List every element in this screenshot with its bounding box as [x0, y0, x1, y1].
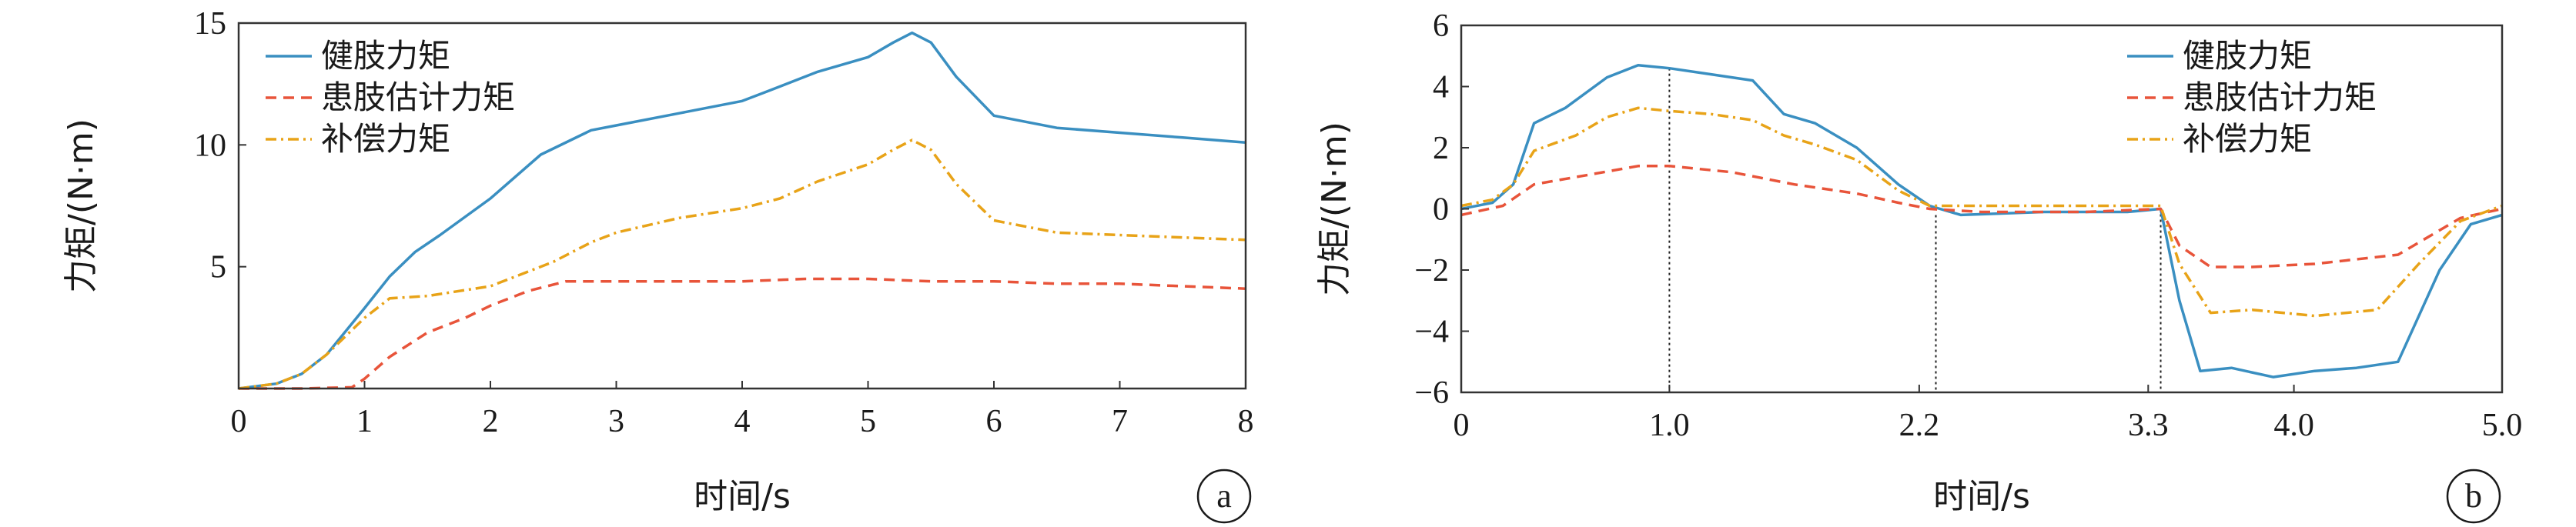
y-ticks: 5 10 15 — [194, 6, 246, 285]
series-line-2 — [1460, 106, 2503, 318]
x-tick-label: 2.2 — [1899, 408, 1940, 443]
x-tick-label: 6 — [986, 404, 1002, 439]
x-tick-label: 5 — [860, 404, 876, 439]
x-ticks: 0 1.0 2.2 3.3 4.0 5.0 — [1454, 385, 2523, 443]
x-tick-label: 3.3 — [2128, 408, 2169, 443]
y-tick-label: −4 — [1414, 315, 1449, 350]
legend-label: 补偿力矩 — [321, 120, 450, 158]
y-axis-title: 力矩/(N·m) — [62, 118, 101, 293]
y-tick-label: 10 — [194, 128, 226, 163]
series-lines — [1460, 63, 2503, 379]
x-tick-label: 3 — [608, 404, 624, 439]
x-tick-label: 4.0 — [2273, 408, 2314, 443]
legend-label: 患肢估计力矩 — [2183, 78, 2377, 116]
legend-label: 健肢力矩 — [321, 37, 450, 75]
chart-b: 0 1.0 2.2 3.3 4.0 5.0 −6 −4 −2 0 2 4 6 时间/s 力矩/(N·m… — [1315, 8, 2523, 524]
chart-a: 0 1 2 3 4 5 6 7 8 5 10 15 时间/s 力矩/(N·m) 健肢力矩患肢估计力矩… — [62, 6, 1254, 524]
series-line-1 — [239, 277, 1246, 390]
panel-label: b — [2465, 477, 2482, 515]
x-tick-label: 0 — [1454, 408, 1470, 443]
panel-label-circle — [2446, 469, 2501, 524]
x-tick-label: 8 — [1238, 404, 1254, 439]
x-tick-label: 2 — [483, 404, 499, 439]
series-line-2 — [238, 138, 1246, 390]
y-tick-label: 15 — [194, 6, 226, 42]
y-tick-label: −2 — [1414, 253, 1449, 289]
y-tick-label: 5 — [210, 250, 226, 285]
y-tick-label: 6 — [1433, 8, 1449, 44]
x-tick-label: 1.0 — [1649, 408, 1690, 443]
panel-label-circle — [1196, 469, 1252, 524]
legend-label: 患肢估计力矩 — [321, 78, 515, 116]
legend-label: 健肢力矩 — [2183, 37, 2312, 75]
x-tick-label: 4 — [734, 404, 751, 439]
y-tick-label: 4 — [1433, 70, 1449, 105]
y-axis-title: 力矩/(N·m) — [1315, 122, 1354, 296]
series-lines — [238, 31, 1246, 390]
series-line-1 — [1460, 165, 2503, 269]
y-tick-label: −6 — [1414, 375, 1449, 411]
x-tick-label: 7 — [1112, 404, 1128, 439]
x-axis-title: 时间/s — [1933, 477, 2030, 516]
legend-label: 补偿力矩 — [2183, 120, 2312, 158]
x-ticks: 0 1 2 3 4 5 6 7 8 — [231, 381, 1254, 439]
x-axis-title: 时间/s — [694, 477, 791, 516]
panel-label: a — [1216, 477, 1232, 515]
vertical-markers — [1668, 68, 2162, 392]
x-tick-label: 5.0 — [2482, 408, 2523, 443]
x-tick-label: 1 — [356, 404, 373, 439]
y-tick-label: 2 — [1433, 131, 1449, 166]
series-line-0 — [238, 31, 1246, 390]
x-tick-label: 0 — [231, 404, 247, 439]
y-ticks: −6 −4 −2 0 2 4 6 — [1414, 8, 1469, 411]
y-tick-label: 0 — [1433, 192, 1449, 228]
